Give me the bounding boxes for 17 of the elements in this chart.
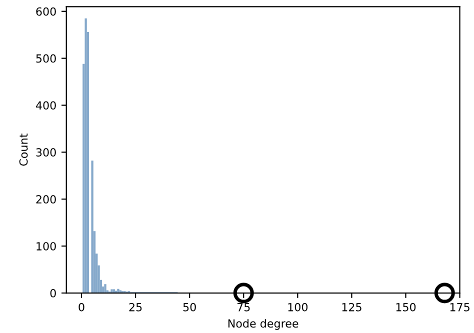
x-tick-label: 150 xyxy=(396,302,416,312)
y-tick-label: 500 xyxy=(36,54,56,63)
x-tick-label: 100 xyxy=(288,302,308,312)
x-axis-title: Node degree xyxy=(228,319,298,330)
x-tick-label: 75 xyxy=(237,303,250,312)
y-tick-label: 300 xyxy=(36,148,56,157)
y-axis-title: Count xyxy=(19,134,28,166)
y-tick-label: 0 xyxy=(50,289,56,298)
x-tick-label: 0 xyxy=(78,302,84,312)
x-tick-label: 50 xyxy=(183,302,196,312)
x-tick-label: 125 xyxy=(342,302,362,312)
y-tick-label: 100 xyxy=(36,242,56,250)
x-tick-label: 25 xyxy=(129,302,142,312)
x-tick-label: 175 xyxy=(450,303,470,312)
y-tick-label: 600 xyxy=(36,7,56,16)
y-tick-label: 400 xyxy=(36,101,56,110)
y-tick-label: 200 xyxy=(36,195,56,204)
